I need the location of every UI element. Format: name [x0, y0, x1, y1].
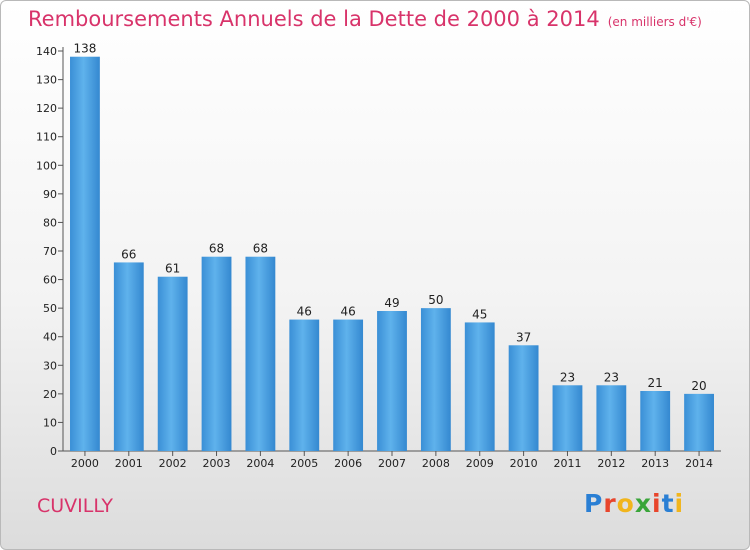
bar-value-label: 45 — [472, 307, 487, 321]
logo-letter: x — [634, 489, 652, 518]
y-tick-label: 80 — [43, 216, 57, 229]
bar-value-label: 20 — [691, 379, 706, 393]
x-tick-label: 2010 — [510, 457, 538, 470]
logo-letter: o — [616, 489, 635, 518]
y-tick-label: 90 — [43, 188, 57, 201]
chart-title-text: Remboursements Annuels de la Dette de 20… — [28, 7, 600, 31]
bar — [640, 391, 671, 451]
y-tick-label: 20 — [43, 388, 57, 401]
bar-value-label: 50 — [428, 293, 443, 307]
y-tick-label: 40 — [43, 331, 57, 344]
logo-letter: P — [584, 489, 604, 518]
bar — [464, 322, 495, 451]
y-tick-label: 60 — [43, 274, 57, 287]
bar-value-label: 21 — [648, 376, 663, 390]
bar-value-label: 66 — [121, 247, 136, 261]
bar-value-label: 68 — [253, 242, 268, 256]
bar-value-label: 61 — [165, 262, 180, 276]
x-tick-label: 2009 — [466, 457, 494, 470]
axes: 0 10 20 30 40 50 60 70 80 90 100 110 120 130 140 — [36, 45, 721, 458]
x-tick-label: 2008 — [422, 457, 450, 470]
commune-name: CUVILLY — [37, 495, 114, 517]
y-tick-label: 120 — [36, 102, 57, 115]
bar-value-label: 46 — [297, 305, 312, 319]
x-tick-label: 2002 — [159, 457, 187, 470]
bar — [333, 319, 364, 451]
y-tick-label: 30 — [43, 359, 57, 372]
bar — [245, 256, 276, 451]
logo-letter: t — [661, 489, 675, 518]
x-tick-label: 2007 — [378, 457, 406, 470]
x-tick-label: 2000 — [71, 457, 99, 470]
bar-value-label: 46 — [340, 305, 355, 319]
bars: 138 2000 66 2001 61 2002 68 2003 68 2004 46 2005 46 2… — [70, 42, 714, 470]
bar-value-label: 49 — [384, 296, 399, 310]
x-tick-label: 2004 — [246, 457, 274, 470]
bar — [201, 256, 232, 451]
x-tick-label: 2003 — [203, 457, 231, 470]
bar — [157, 276, 188, 451]
x-tick-label: 2001 — [115, 457, 143, 470]
y-tick-label: 100 — [36, 159, 57, 172]
bar-value-label: 37 — [516, 330, 531, 344]
x-tick-label: 2014 — [685, 457, 713, 470]
y-tick-label: 0 — [50, 445, 57, 458]
y-tick-label: 110 — [36, 131, 57, 144]
logo-letter: i — [674, 489, 685, 518]
x-tick-label: 2006 — [334, 457, 362, 470]
bar-value-label: 68 — [209, 242, 224, 256]
bar — [684, 393, 714, 451]
bar-value-label: 23 — [604, 370, 619, 384]
y-tick-label: 10 — [43, 416, 57, 429]
bar — [289, 319, 320, 451]
bar — [113, 262, 144, 451]
x-tick-label: 2012 — [597, 457, 625, 470]
bar — [70, 56, 100, 451]
bar-value-label: 23 — [560, 370, 575, 384]
x-tick-label: 2005 — [290, 457, 318, 470]
logo-letter: r — [603, 489, 617, 518]
bar-value-label: 138 — [73, 42, 96, 56]
x-tick-label: 2011 — [553, 457, 581, 470]
chart-subtitle: (en milliers d'€) — [607, 15, 702, 29]
x-tick-label: 2013 — [641, 457, 669, 470]
chart-title: Remboursements Annuels de la Dette de 20… — [28, 7, 702, 31]
proxiti-logo: Proxiti — [584, 489, 684, 518]
y-tick-label: 130 — [36, 74, 57, 87]
y-tick-label: 70 — [43, 245, 57, 258]
y-tick-label: 50 — [43, 302, 57, 315]
bar — [552, 385, 583, 451]
bar — [596, 385, 627, 451]
logo-letter: i — [652, 489, 662, 518]
bar — [420, 308, 451, 451]
bar — [377, 311, 407, 451]
y-tick-label: 140 — [36, 45, 57, 58]
bar — [508, 345, 539, 451]
